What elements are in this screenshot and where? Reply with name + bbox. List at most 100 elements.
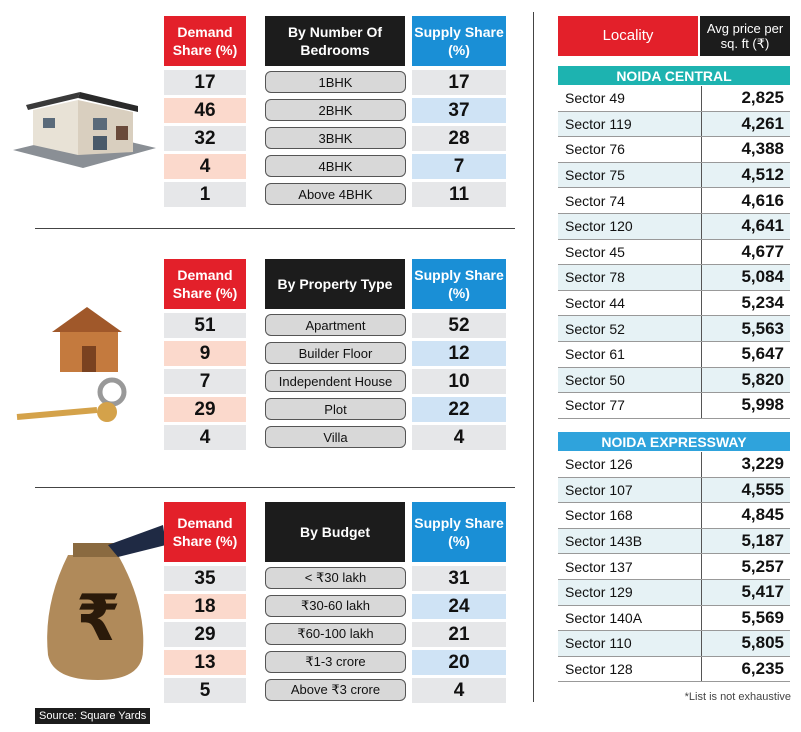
price-row: Sector 76 4,388 — [558, 137, 790, 163]
demand-value: 35 — [164, 566, 246, 591]
locality-header: Locality — [558, 16, 698, 56]
supply-share-header: Supply Share (%) — [412, 16, 506, 66]
avg-price-value: 5,187 — [741, 531, 784, 551]
category-label: Apartment — [265, 314, 406, 336]
supply-share-header: Supply Share (%) — [412, 502, 506, 562]
section-divider — [35, 228, 515, 229]
locality-name: Sector 74 — [558, 188, 702, 213]
supply-value: 17 — [412, 70, 506, 95]
category-label: ₹1-3 crore — [265, 651, 406, 673]
category-label: < ₹30 lakh — [265, 567, 406, 589]
price-row: Sector 120 4,641 — [558, 214, 790, 240]
source-label: Source: Square Yards — [35, 708, 151, 724]
locality-name: Sector 44 — [558, 290, 702, 316]
price-row: Sector 52 5,563 — [558, 316, 790, 342]
price-row: Sector 110 5,805 — [558, 631, 790, 657]
price-row: Sector 119 4,261 — [558, 111, 790, 138]
category-label: Above 4BHK — [265, 183, 406, 205]
category-label: Above ₹3 crore — [265, 679, 406, 701]
category-label: 4BHK — [265, 155, 406, 177]
demand-value: 17 — [164, 70, 246, 95]
category-label: ₹60-100 lakh — [265, 623, 406, 645]
locality-name: Sector 50 — [558, 367, 702, 393]
category-label: 3BHK — [265, 127, 406, 149]
supply-value: 37 — [412, 98, 506, 123]
avg-price-value: 5,234 — [741, 293, 784, 313]
category-label: Villa — [265, 426, 406, 448]
supply-value: 4 — [412, 678, 506, 703]
price-row: Sector 49 2,825 — [558, 86, 790, 112]
price-row: Sector 128 6,235 — [558, 656, 790, 683]
demand-value: 5 — [164, 678, 246, 703]
avg-price-value: 3,229 — [741, 454, 784, 474]
category-label: Independent House — [265, 370, 406, 392]
avg-price-value: 5,647 — [741, 344, 784, 364]
price-row: Sector 77 5,998 — [558, 393, 790, 419]
locality-name: Sector 140A — [558, 605, 702, 631]
demand-value: 29 — [164, 622, 246, 647]
supply-share-header: Supply Share (%) — [412, 259, 506, 309]
locality-name: Sector 129 — [558, 580, 702, 605]
avg-price-value: 5,417 — [741, 582, 784, 602]
category-label: 2BHK — [265, 99, 406, 121]
price-row: Sector 168 4,845 — [558, 503, 790, 529]
column-divider — [533, 12, 534, 702]
avg-price-header: Avg price per sq. ft (₹) — [700, 16, 790, 56]
avg-price-value: 4,388 — [741, 139, 784, 159]
locality-name: Sector 120 — [558, 214, 702, 239]
supply-value: 52 — [412, 313, 506, 338]
category-label: 1BHK — [265, 71, 406, 93]
supply-value: 31 — [412, 566, 506, 591]
locality-name: Sector 75 — [558, 162, 702, 188]
demand-value: 13 — [164, 650, 246, 675]
price-row: Sector 74 4,616 — [558, 188, 790, 214]
category-label: Builder Floor — [265, 342, 406, 364]
avg-price-value: 5,569 — [741, 607, 784, 627]
avg-price-value: 5,998 — [741, 395, 784, 415]
bedrooms-header: By Number Of Bedrooms — [265, 16, 405, 66]
avg-price-value: 5,084 — [741, 267, 784, 287]
svg-text:₹: ₹ — [76, 582, 121, 656]
demand-value: 7 — [164, 369, 246, 394]
avg-price-value: 5,257 — [741, 556, 784, 576]
demand-value: 51 — [164, 313, 246, 338]
locality-name: Sector 119 — [558, 111, 702, 137]
locality-name: Sector 137 — [558, 554, 702, 579]
demand-share-header: Demand Share (%) — [164, 16, 246, 66]
price-row: Sector 126 3,229 — [558, 452, 790, 478]
supply-value: 10 — [412, 369, 506, 394]
avg-price-value: 5,820 — [741, 369, 784, 389]
price-row: Sector 44 5,234 — [558, 290, 790, 317]
supply-value: 4 — [412, 425, 506, 450]
price-row: Sector 45 4,677 — [558, 239, 790, 266]
demand-value: 32 — [164, 126, 246, 151]
price-row: Sector 143B 5,187 — [558, 528, 790, 555]
demand-value: 4 — [164, 425, 246, 450]
demand-value: 4 — [164, 154, 246, 179]
locality-name: Sector 107 — [558, 477, 702, 503]
category-label: ₹30-60 lakh — [265, 595, 406, 617]
locality-name: Sector 110 — [558, 631, 702, 656]
demand-value: 46 — [164, 98, 246, 123]
price-row: Sector 61 5,647 — [558, 342, 790, 368]
locality-name: Sector 49 — [558, 86, 702, 111]
category-label: Plot — [265, 398, 406, 420]
locality-name: Sector 168 — [558, 503, 702, 528]
price-row: Sector 50 5,820 — [558, 367, 790, 394]
avg-price-value: 4,845 — [741, 505, 784, 525]
demand-value: 1 — [164, 182, 246, 207]
locality-name: Sector 76 — [558, 137, 702, 162]
avg-price-value: 5,563 — [741, 318, 784, 338]
supply-value: 20 — [412, 650, 506, 675]
locality-name: Sector 78 — [558, 265, 702, 290]
supply-value: 22 — [412, 397, 506, 422]
locality-name: Sector 126 — [558, 452, 702, 477]
house-image — [13, 92, 156, 168]
locality-name: Sector 61 — [558, 342, 702, 367]
budget-header: By Budget — [265, 502, 405, 562]
avg-price-value: 5,805 — [741, 633, 784, 653]
demand-share-header: Demand Share (%) — [164, 502, 246, 562]
avg-price-value: 4,616 — [741, 190, 784, 210]
supply-value: 7 — [412, 154, 506, 179]
supply-value: 24 — [412, 594, 506, 619]
